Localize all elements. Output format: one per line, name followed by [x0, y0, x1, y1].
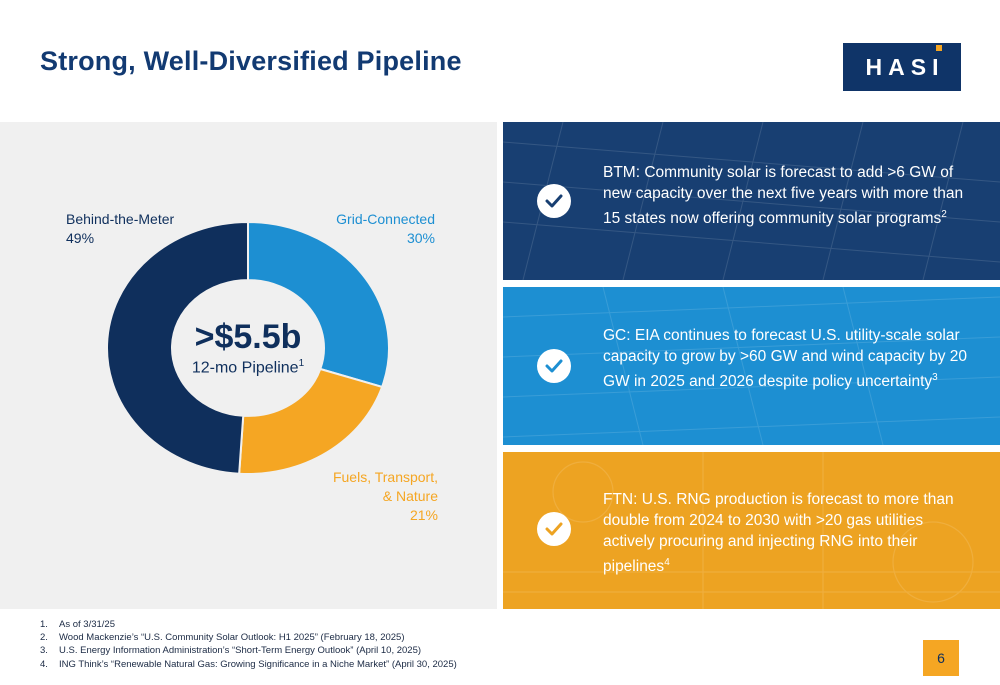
card-text: FTN: U.S. RNG production is forecast to …: [603, 489, 973, 577]
card-btm: BTM: Community solar is forecast to add …: [503, 122, 1000, 280]
card-text: BTM: Community solar is forecast to add …: [603, 162, 973, 229]
slice-label-fuels-transport-nature: Fuels, Transport, & Nature 21%: [300, 468, 438, 525]
pipeline-donut-chart: [107, 222, 389, 474]
donut-slice-behind-the-meter: [107, 222, 249, 474]
footnote-item: 1. As of 3/31/25: [40, 618, 457, 631]
slice-percent: 30%: [406, 230, 435, 246]
slice-percent: 21%: [409, 507, 438, 523]
card-background-pattern: [503, 122, 1000, 280]
check-circle-icon: [537, 512, 571, 546]
slice-percent: 49%: [66, 230, 95, 246]
card-body: FTN: U.S. RNG production is forecast to …: [603, 491, 954, 576]
slice-label-behind-the-meter: Behind-the-Meter 49%: [66, 210, 174, 248]
donut-slice-grid-connected: [247, 222, 389, 389]
card-background-pattern: [503, 452, 1000, 609]
footnote-number: 1.: [40, 619, 48, 630]
footnote-text: U.S. Energy Information Administration’s…: [59, 645, 422, 657]
slice-name-line1: Fuels, Transport,: [332, 469, 438, 485]
chart-center-footnote: 1: [298, 358, 305, 369]
card-ftn: FTN: U.S. RNG production is forecast to …: [503, 452, 1000, 609]
donut-slice-fuels-transport-nature: [238, 367, 384, 474]
logo-text: HASI: [865, 54, 945, 80]
card-gc: GC: EIA continues to forecast U.S. utili…: [503, 287, 1000, 445]
check-circle-icon: [537, 349, 571, 383]
slice-label-grid-connected: Grid-Connected 30%: [290, 210, 435, 248]
card-body: GC: EIA continues to forecast U.S. utili…: [603, 327, 968, 391]
slice-name: Behind-the-Meter: [66, 211, 175, 227]
check-circle-icon: [537, 184, 571, 218]
card-background-pattern: [503, 287, 1000, 445]
footnote-number: 3.: [40, 645, 48, 657]
logo-accent: [936, 45, 942, 51]
page-title: Strong, Well-Diversified Pipeline: [40, 46, 462, 76]
footnote-number: 4.: [40, 658, 48, 670]
hasi-logo: HASI: [843, 43, 961, 91]
footnote-text: As of 3/31/25: [59, 619, 115, 630]
footnote-item: 2. Wood Mackenzie’s “U.S. Community Solar…: [40, 631, 457, 644]
footnotes: 1. As of 3/31/25 2. Wood Mackenzie’s “U.S.…: [40, 618, 457, 671]
footnote-item: 4. ING Think’s “Renewable Natural Gas: Gr…: [40, 658, 457, 671]
card-footnote: 4: [664, 557, 670, 568]
footnote-text: ING Think’s “Renewable Natural Gas: Grow…: [59, 658, 457, 670]
footnote-number: 2.: [40, 632, 48, 644]
card-footnote: 2: [941, 209, 947, 220]
card-footnote: 3: [932, 372, 938, 383]
slice-name: Grid-Connected: [336, 211, 435, 227]
page-number: 6: [923, 640, 959, 676]
chart-center-value: >$5.5b: [194, 318, 302, 356]
card-text: GC: EIA continues to forecast U.S. utili…: [603, 325, 973, 392]
chart-center-label: 12-mo Pipeline1: [158, 358, 338, 377]
chart-center-label-text: 12-mo Pipeline: [191, 359, 299, 377]
donut-hole: [173, 280, 323, 416]
footnote-text: Wood Mackenzie’s “U.S. Community Solar O…: [59, 632, 405, 644]
footnote-item: 3. U.S. Energy Information Administration…: [40, 644, 457, 657]
card-body: BTM: Community solar is forecast to add …: [603, 164, 964, 228]
slice-name-line2: & Nature: [382, 488, 438, 504]
